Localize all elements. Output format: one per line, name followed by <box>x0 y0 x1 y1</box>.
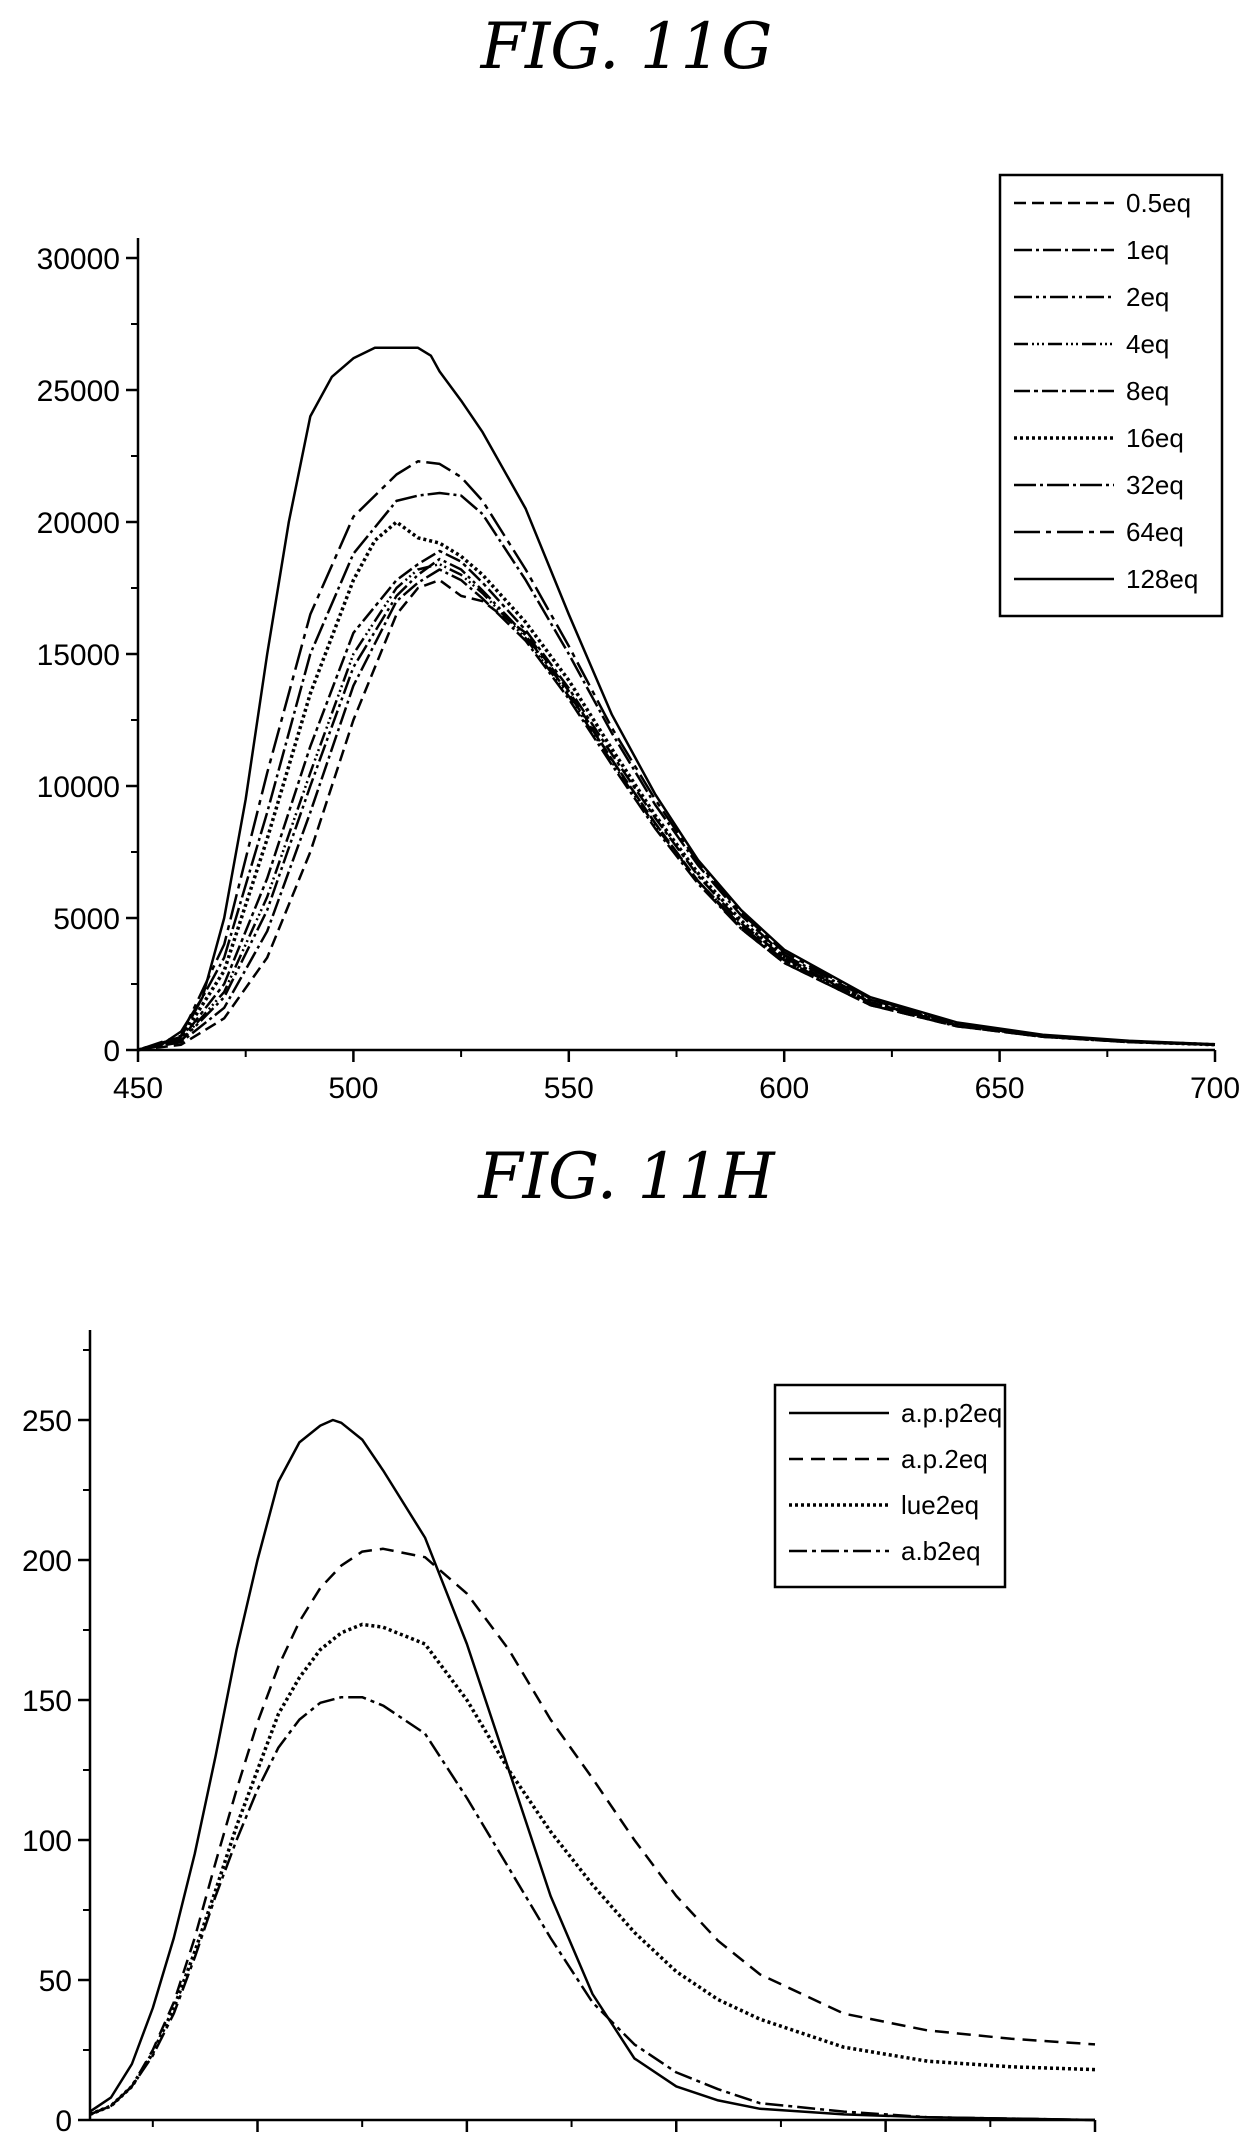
legend-label-g: 1eq <box>1126 235 1169 265</box>
figure-title-11h: FIG. 11H <box>478 1140 775 1214</box>
y-tick-label-g: 20000 <box>37 507 120 540</box>
chart-11g: 450 500 550 600 650 700 0 5000 10000 15000 20000 25… <box>37 173 1240 1105</box>
series-line-g-32eq <box>137 491 1216 1052</box>
legend-box-g <box>998 173 1224 618</box>
y-tick-label-g: 15000 <box>37 639 120 672</box>
legend-label-g: 4eq <box>1126 329 1169 359</box>
series-line-h-a-p-p2eq <box>89 1418 1096 2122</box>
series-line-g-2eq <box>137 557 1216 1052</box>
legend-label-h: lue2eq <box>901 1490 979 1520</box>
y-tick-label-h: 0 <box>55 2105 72 2138</box>
series-line-h-lue2eq <box>89 1622 1096 2117</box>
legend-label-h: a.p.p2eq <box>901 1398 1002 1428</box>
legend-label-h: a.b2eq <box>901 1536 981 1566</box>
series-line-h-a-p-2eq <box>89 1547 1096 2116</box>
x-tick-label-g: 500 <box>328 1072 378 1105</box>
x-tick-label-g: 650 <box>975 1072 1025 1105</box>
series-line-g-0-5eq <box>137 578 1216 1052</box>
legend-label-g: 8eq <box>1126 376 1169 406</box>
legend-label-g: 16eq <box>1126 423 1184 453</box>
legend-label-g: 128eq <box>1126 564 1198 594</box>
y-tick-label-g: 25000 <box>37 375 120 408</box>
y-tick-label-h: 250 <box>22 1405 72 1438</box>
series-line-g-128eq <box>137 346 1216 1052</box>
y-tick-label-g: 5000 <box>53 903 120 936</box>
series-line-g-4eq <box>137 562 1216 1052</box>
y-tick-label-h: 200 <box>22 1545 72 1578</box>
series-line-g-16eq <box>137 520 1216 1052</box>
legend-label-g: 32eq <box>1126 470 1184 500</box>
y-tick-label-h: 100 <box>22 1825 72 1858</box>
legend-label-h: a.p.2eq <box>901 1444 988 1474</box>
x-tick-label-g: 550 <box>544 1072 594 1105</box>
legend-box-h <box>773 1383 1007 1589</box>
series-line-g-1eq <box>137 568 1216 1052</box>
y-tick-label-g: 10000 <box>37 771 120 804</box>
y-tick-label-h: 50 <box>39 1965 72 1998</box>
x-tick-label-g: 700 <box>1190 1072 1240 1105</box>
series-line-h-a-b2eq <box>89 1695 1096 2122</box>
x-tick-label-g: 600 <box>759 1072 809 1105</box>
y-tick-label-g: 30000 <box>37 243 120 276</box>
x-tick-label-g: 450 <box>113 1072 163 1105</box>
figure-title-11g: FIG. 11G <box>480 10 773 84</box>
y-tick-label-h: 150 <box>22 1685 72 1718</box>
legend-label-g: 0.5eq <box>1126 188 1191 218</box>
legend-label-g: 64eq <box>1126 517 1184 547</box>
legend-label-g: 2eq <box>1126 282 1169 312</box>
y-tick-label-g: 0 <box>103 1035 120 1068</box>
